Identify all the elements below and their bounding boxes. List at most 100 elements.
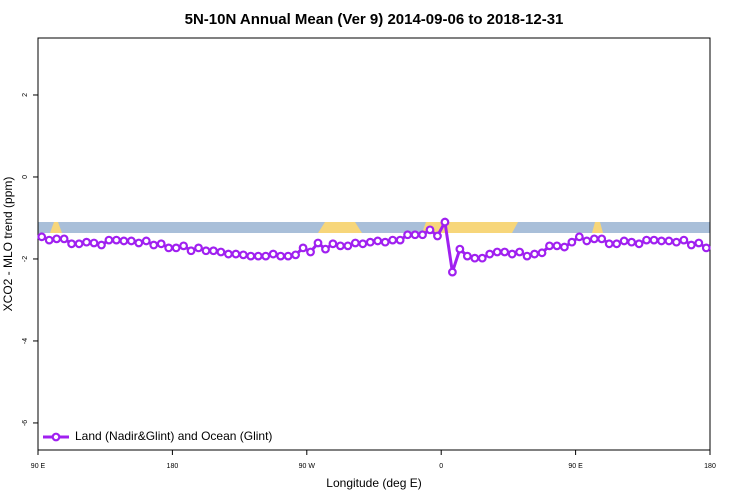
x-axis-label: Longitude (deg E) — [326, 476, 421, 490]
land-ocean-strip — [38, 222, 710, 233]
data-point — [395, 235, 405, 245]
data-point — [537, 248, 547, 258]
data-point — [612, 239, 622, 249]
data-point — [179, 241, 189, 251]
data-point — [328, 239, 338, 249]
data-point — [545, 241, 554, 251]
data-point — [522, 251, 532, 261]
x-tick-label: 180 — [704, 463, 716, 470]
land-strip — [422, 222, 518, 233]
data-point — [679, 235, 689, 245]
data-point — [74, 239, 84, 249]
data-point — [283, 251, 293, 261]
data-point — [231, 249, 241, 259]
data-point — [291, 250, 301, 260]
data-point — [477, 253, 487, 263]
data-point — [261, 251, 271, 261]
data-point — [552, 241, 562, 251]
data-point — [156, 239, 166, 249]
data-point — [492, 247, 502, 257]
data-point — [582, 236, 592, 246]
legend-label: Land (Nadir&Glint) and Ocean (Glint) — [75, 429, 272, 443]
data-point — [89, 238, 99, 248]
data-point — [59, 234, 69, 244]
data-point — [111, 235, 121, 245]
data-point — [253, 251, 263, 261]
data-point — [82, 237, 91, 247]
data-point — [574, 232, 584, 242]
data-point — [306, 247, 315, 257]
data-point — [694, 238, 704, 248]
data-point — [657, 236, 666, 246]
x-tick-label: 180 — [167, 463, 179, 470]
data-point — [425, 225, 435, 235]
data-point — [298, 243, 308, 253]
data-point — [455, 244, 465, 254]
data-point — [134, 238, 144, 248]
ocean-strip — [38, 222, 710, 233]
data-point — [604, 239, 614, 249]
data-point — [238, 250, 248, 260]
data-point — [418, 230, 427, 240]
data-point — [373, 236, 383, 246]
data-point — [634, 239, 644, 249]
y-tick-label: -6 — [22, 420, 29, 426]
data-point — [149, 240, 159, 250]
data-point — [126, 236, 136, 246]
data-point — [589, 234, 599, 244]
data-point — [470, 253, 480, 263]
data-point — [672, 237, 681, 247]
data-point — [627, 237, 636, 247]
data-point — [164, 243, 174, 253]
data-point — [201, 246, 211, 256]
plot-frame — [37, 37, 711, 451]
y-axis-label: XCO2 - MLO trend (ppm) — [1, 177, 15, 312]
data-point — [268, 249, 278, 259]
data-point — [223, 249, 233, 259]
data-point — [336, 241, 345, 251]
data-point — [358, 239, 368, 249]
x-tick-label: 0 — [439, 463, 443, 470]
data-point — [619, 236, 629, 246]
data-point — [343, 241, 353, 251]
data-point — [321, 244, 330, 254]
data-point — [403, 230, 413, 240]
data-point — [440, 217, 450, 227]
data-point — [462, 251, 472, 261]
data-point — [448, 267, 457, 277]
land-strip — [592, 222, 603, 233]
data-point — [664, 236, 674, 246]
y-tick-label: -4 — [22, 338, 29, 344]
data-point — [44, 235, 54, 245]
data-point — [119, 236, 129, 246]
legend-marker — [51, 432, 61, 442]
data-point — [433, 231, 442, 241]
data-point — [388, 235, 398, 245]
data-point — [485, 249, 495, 259]
data-point — [246, 251, 256, 261]
data-point — [276, 251, 286, 261]
y-tick-label: -2 — [22, 256, 29, 262]
data-point — [365, 237, 375, 247]
data-point — [380, 237, 390, 247]
data-point — [500, 247, 510, 257]
y-tick-label: 2 — [22, 93, 29, 97]
land-strip — [318, 222, 362, 233]
data-point — [649, 235, 659, 245]
data-point — [52, 234, 62, 244]
x-tick-label: 90 E — [31, 463, 46, 470]
land-strip — [50, 222, 62, 233]
data-point — [186, 246, 196, 256]
data-point — [701, 243, 711, 253]
data-point — [560, 242, 569, 252]
data-point — [67, 239, 76, 249]
data-point — [313, 238, 323, 248]
data-point — [194, 243, 203, 253]
data-point — [350, 238, 360, 248]
x-tick-label: 90 E — [568, 463, 583, 470]
data-point — [141, 236, 151, 246]
data-point — [97, 240, 106, 250]
y-tick-label: 0 — [22, 175, 29, 179]
data-point — [530, 249, 539, 259]
